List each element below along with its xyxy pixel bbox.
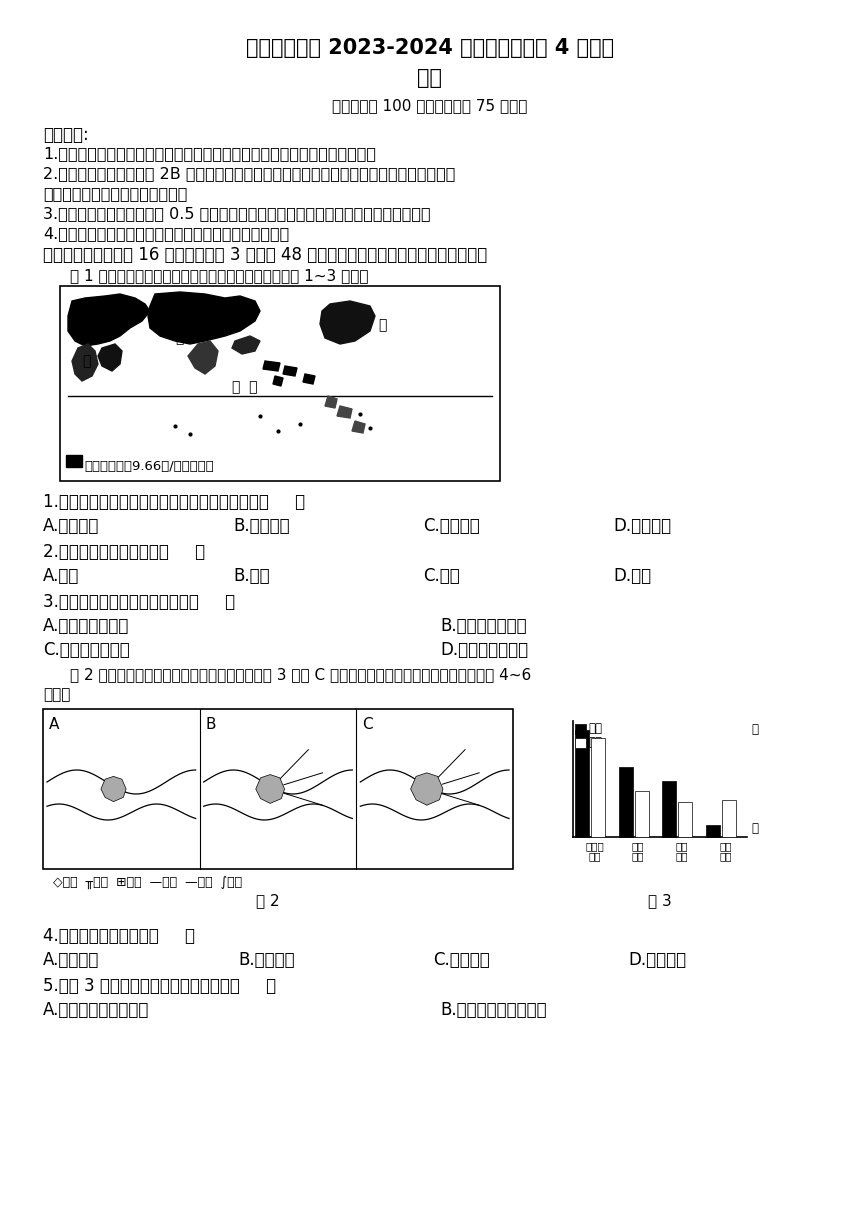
Bar bbox=[635, 790, 648, 837]
Bar bbox=[43, 709, 513, 869]
Text: C.西南地区: C.西南地区 bbox=[433, 951, 489, 969]
Bar bbox=[662, 782, 676, 837]
Text: （试卷总分 100 分，考试时间 75 分钟）: （试卷总分 100 分，考试时间 75 分钟） bbox=[332, 98, 528, 113]
Text: D.气候恶劣: D.气候恶劣 bbox=[613, 517, 671, 535]
Text: 地理: 地理 bbox=[417, 68, 443, 88]
Text: 地表: 地表 bbox=[675, 841, 688, 851]
Text: 图 2 示意我国某城镇发展过程中的三个阶段，图 3 示意 C 阶段城区与郊区水循环的差异。据此完成 4~6: 图 2 示意我国某城镇发展过程中的三个阶段，图 3 示意 C 阶段城区与郊区水循… bbox=[70, 668, 531, 682]
Text: B.东南地区: B.东南地区 bbox=[238, 951, 295, 969]
Bar bbox=[575, 738, 586, 748]
Text: 径流: 径流 bbox=[719, 851, 732, 861]
Text: C.河谷: C.河谷 bbox=[423, 567, 460, 585]
Text: 图 1 为人类大陆图，揭示世界人口分布情况。据此完成 1~3 小题。: 图 1 为人类大陆图，揭示世界人口分布情况。据此完成 1~3 小题。 bbox=[70, 268, 368, 283]
Bar bbox=[60, 286, 500, 482]
Bar bbox=[575, 731, 589, 837]
Polygon shape bbox=[325, 396, 337, 409]
Text: 4.所有题目必须在答题卡上作答，在试题卷上答题无效。: 4.所有题目必须在答题卡上作答，在试题卷上答题无效。 bbox=[43, 226, 289, 241]
Polygon shape bbox=[320, 302, 375, 344]
Text: A.沿河: A.沿河 bbox=[43, 567, 79, 585]
Text: B.人口迁入量较大: B.人口迁入量较大 bbox=[440, 617, 526, 635]
Text: A.西北地区: A.西北地区 bbox=[43, 951, 100, 969]
Text: 2.乙区域人口主要分布在（     ）: 2.乙区域人口主要分布在（ ） bbox=[43, 544, 206, 561]
Text: 3.当今人口密度大的区域一般是（     ）: 3.当今人口密度大的区域一般是（ ） bbox=[43, 593, 235, 610]
Text: C.植被稀少: C.植被稀少 bbox=[423, 517, 480, 535]
Text: 甲: 甲 bbox=[378, 319, 386, 332]
Text: D.经济发展水平低: D.经济发展水平低 bbox=[440, 641, 528, 659]
Polygon shape bbox=[337, 406, 352, 418]
Text: 地下: 地下 bbox=[719, 841, 732, 851]
Text: 总量: 总量 bbox=[632, 851, 644, 861]
Text: 丙: 丙 bbox=[82, 354, 90, 368]
Text: C.人口老龄化严重: C.人口老龄化严重 bbox=[43, 641, 130, 659]
Bar bbox=[618, 767, 633, 837]
Bar bbox=[575, 724, 586, 734]
Text: 乙: 乙 bbox=[175, 331, 183, 345]
Text: 2.答选择题时，必须使用 2B 铅笔将答题卡上对应题目的答案标号涂黑，如需改动，用橡皮擦: 2.答选择题时，必须使用 2B 铅笔将答题卡上对应题目的答案标号涂黑，如需改动，… bbox=[43, 167, 456, 181]
Polygon shape bbox=[263, 361, 280, 371]
Text: 注意事项:: 注意事项: bbox=[43, 126, 89, 143]
Text: A: A bbox=[49, 717, 59, 732]
Text: 1.图中甲乙丙三个区域人口密度小的共同原因是（     ）: 1.图中甲乙丙三个区域人口密度小的共同原因是（ ） bbox=[43, 492, 305, 511]
Bar bbox=[706, 826, 720, 837]
Polygon shape bbox=[273, 376, 283, 385]
Text: 径流: 径流 bbox=[632, 841, 644, 851]
Text: B.沿海: B.沿海 bbox=[233, 567, 270, 585]
Text: D.东北地区: D.东北地区 bbox=[628, 951, 686, 969]
Polygon shape bbox=[188, 340, 218, 375]
Text: B.水源匮乏: B.水源匮乏 bbox=[233, 517, 290, 535]
Text: 4.该城镇可能位于我国（     ）: 4.该城镇可能位于我国（ ） bbox=[43, 927, 195, 945]
Polygon shape bbox=[352, 421, 365, 433]
Text: 总量: 总量 bbox=[588, 851, 601, 861]
Polygon shape bbox=[255, 775, 285, 804]
Text: 大: 大 bbox=[751, 724, 758, 736]
Polygon shape bbox=[283, 366, 297, 376]
Text: 降水量: 降水量 bbox=[586, 841, 604, 851]
Text: 3.答非选择题时，必须使用 0.5 毫米黑色签字笔，将答案书写在答题卡规定的位置上。: 3.答非选择题时，必须使用 0.5 毫米黑色签字笔，将答案书写在答题卡规定的位置… bbox=[43, 206, 431, 221]
Text: 1.答题前，务必将自己的姓名、班级、准考证号填写在答题卡规定的位置上。: 1.答题前，务必将自己的姓名、班级、准考证号填写在答题卡规定的位置上。 bbox=[43, 146, 376, 161]
Text: ◇城区  ╥码头  ⊞机场  —公路  —铁路  ∫河流: ◇城区 ╥码头 ⊞机场 —公路 —铁路 ∫河流 bbox=[53, 877, 243, 890]
Text: 赤  道: 赤 道 bbox=[232, 379, 258, 394]
Text: B.城区生活用水量较大: B.城区生活用水量较大 bbox=[440, 1001, 547, 1019]
Text: 5.据图 3 推测造成该差异的主要原因是（     ）: 5.据图 3 推测造成该差异的主要原因是（ ） bbox=[43, 976, 276, 995]
Text: A.地形崎岖: A.地形崎岖 bbox=[43, 517, 100, 535]
Text: 小: 小 bbox=[751, 822, 758, 835]
Text: 人口密度大于9.66人/千米的地区: 人口密度大于9.66人/千米的地区 bbox=[84, 461, 214, 473]
Text: 擦干净后，再选涂其它答案标号。: 擦干净后，再选涂其它答案标号。 bbox=[43, 186, 187, 201]
Text: 一、选择题：本题共 16 小题，每小题 3 分，共 48 分。每小题只有一个选项符合题目要求。: 一、选择题：本题共 16 小题，每小题 3 分，共 48 分。每小题只有一个选项… bbox=[43, 246, 488, 264]
Polygon shape bbox=[410, 773, 443, 805]
Text: D.平原: D.平原 bbox=[613, 567, 651, 585]
Text: A.人口自然增长快: A.人口自然增长快 bbox=[43, 617, 129, 635]
Text: C: C bbox=[362, 717, 373, 732]
Polygon shape bbox=[303, 375, 315, 384]
Text: 城区: 城区 bbox=[588, 721, 602, 734]
Text: 河池十校联考 2023-2024 学年高一下学期 4 月月考: 河池十校联考 2023-2024 学年高一下学期 4 月月考 bbox=[246, 38, 614, 58]
Polygon shape bbox=[101, 776, 126, 801]
Text: 图 2: 图 2 bbox=[256, 893, 280, 908]
Polygon shape bbox=[148, 292, 260, 344]
Text: B: B bbox=[206, 717, 216, 732]
Text: 郊区: 郊区 bbox=[588, 736, 602, 749]
Polygon shape bbox=[232, 336, 260, 354]
Bar bbox=[591, 738, 605, 837]
Bar bbox=[66, 455, 82, 467]
Text: A.城区地面硬化率较高: A.城区地面硬化率较高 bbox=[43, 1001, 150, 1019]
Text: 径流: 径流 bbox=[675, 851, 688, 861]
Polygon shape bbox=[72, 344, 98, 381]
Bar bbox=[678, 803, 692, 837]
Text: 小题。: 小题。 bbox=[43, 687, 71, 702]
Polygon shape bbox=[68, 294, 150, 347]
Polygon shape bbox=[98, 344, 122, 371]
Bar bbox=[722, 800, 735, 837]
Text: 图 3: 图 3 bbox=[648, 893, 672, 908]
